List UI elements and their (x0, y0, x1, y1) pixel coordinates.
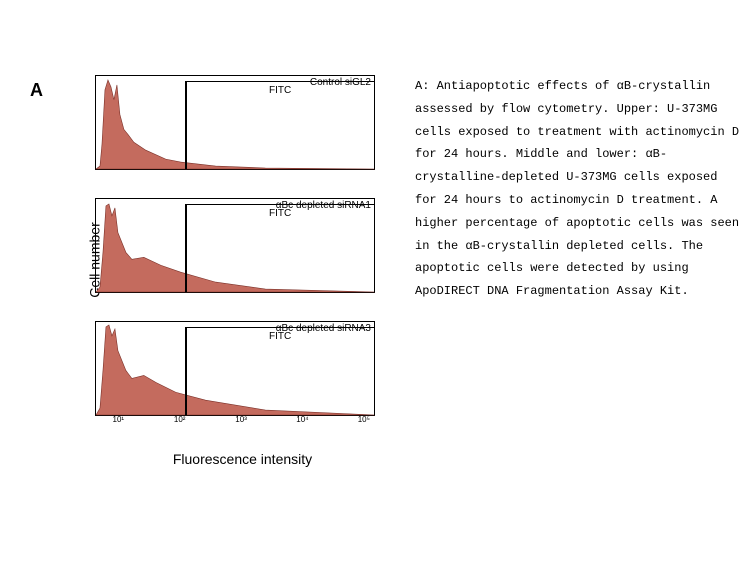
x-tick-label: 10² (174, 415, 186, 424)
panel-label: A (30, 80, 43, 101)
x-tick-label: 10³ (235, 415, 247, 424)
condition-label: αBc depleted siRNA3 (276, 323, 371, 334)
x-tick-label: 10¹ (113, 415, 125, 424)
histogram-panel-2: FITCαBc depleted siRNA310¹10²10³10⁴10⁵ (95, 321, 375, 416)
condition-label: Control siGL2 (310, 77, 371, 88)
histogram-panel-0: FITCControl siGL2 (95, 75, 375, 170)
x-axis-ticks: 10¹ 10² 10³ 10⁴ 10⁵ (96, 415, 375, 429)
x-tick-label: 10⁵ (358, 415, 370, 424)
x-axis-label: Fluorescence intensity (173, 451, 312, 467)
figure-caption: A: Antiapoptotic effects of αB-crystalli… (415, 75, 745, 303)
figure-area: Cell number FITCControl siGL2FITCαBc dep… (95, 75, 390, 445)
x-tick-label: 10⁴ (296, 415, 308, 424)
histogram-panel-1: FITCαBc depleted siRNA1 (95, 198, 375, 293)
condition-label: αBc depleted siRNA1 (276, 200, 371, 211)
